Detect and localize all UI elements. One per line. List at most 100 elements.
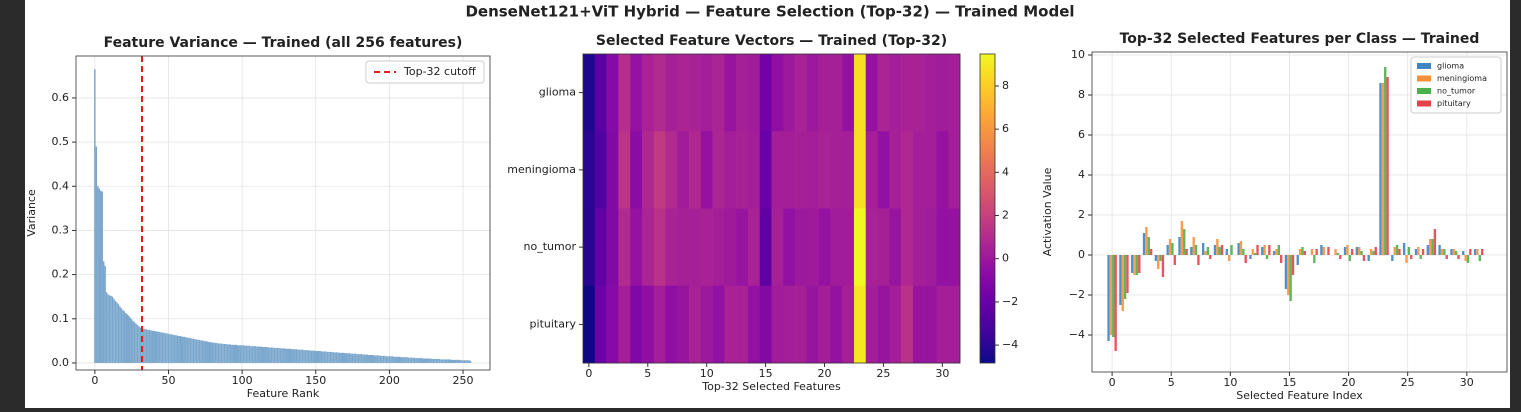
bar	[301, 349, 304, 363]
bar	[150, 330, 152, 363]
heatmap-cell	[677, 208, 690, 287]
bar	[396, 356, 398, 363]
bar	[1251, 249, 1254, 255]
bar	[338, 352, 341, 363]
heatmap-cell	[665, 131, 678, 209]
bar	[1154, 255, 1158, 261]
bar	[1464, 255, 1467, 261]
bar	[1178, 237, 1181, 255]
bar	[173, 335, 176, 363]
heatmap-cell	[653, 285, 666, 364]
bar	[319, 351, 321, 363]
y-tick-label: 0.1	[52, 312, 70, 325]
bar	[425, 358, 427, 363]
bar	[1358, 247, 1361, 255]
bar	[119, 306, 121, 363]
bar	[1381, 83, 1385, 255]
bar	[295, 349, 298, 363]
heatmap-cell	[865, 285, 878, 364]
bar	[200, 340, 202, 363]
bar	[1291, 255, 1295, 275]
bar	[317, 351, 320, 363]
bar	[1171, 243, 1174, 255]
bar	[263, 347, 265, 363]
bar	[363, 354, 366, 363]
heatmap-cell	[783, 285, 796, 364]
bar	[129, 317, 131, 363]
bar	[107, 294, 109, 363]
bar	[130, 319, 133, 363]
axes-frame	[75, 55, 491, 371]
bar	[456, 359, 458, 363]
heatmap-cell	[842, 285, 855, 364]
bar	[388, 356, 391, 363]
bar	[262, 347, 264, 363]
bar	[1374, 247, 1377, 255]
legend-swatch	[1417, 100, 1431, 107]
x-tick-label: 30	[1460, 376, 1474, 389]
bar	[276, 347, 279, 363]
bar	[1225, 249, 1228, 255]
bar	[1419, 255, 1422, 259]
heatmap-cell	[936, 131, 949, 209]
bar	[1121, 255, 1124, 311]
bar	[337, 352, 339, 363]
bar	[438, 358, 441, 363]
y-tick-label: −2	[1069, 288, 1085, 301]
bar	[1261, 247, 1264, 255]
heatmap-cell	[700, 285, 713, 364]
heatmap-cell	[736, 208, 749, 287]
bar	[1149, 249, 1153, 255]
bar	[287, 348, 289, 363]
heatmap-cell	[677, 54, 690, 132]
heatmap-cell	[912, 54, 925, 132]
heatmap-cell	[842, 54, 855, 132]
heatmap-cell	[747, 285, 761, 364]
legend-box	[365, 60, 485, 84]
bar	[267, 347, 270, 363]
bar	[454, 359, 457, 363]
bar	[351, 353, 354, 363]
bar	[1322, 247, 1325, 255]
bar	[428, 358, 430, 363]
bar	[266, 347, 268, 363]
bar	[250, 346, 252, 363]
bar	[1350, 249, 1354, 255]
bar	[1159, 255, 1162, 261]
bar	[432, 358, 435, 363]
bar	[123, 311, 126, 363]
bar	[216, 343, 218, 363]
heatmap-cell	[736, 54, 749, 132]
bar	[312, 350, 314, 363]
bar	[468, 360, 470, 363]
heatmap-cell	[924, 131, 937, 209]
heatmap-cell	[653, 208, 666, 287]
bar	[97, 186, 99, 363]
heatmap-cell	[677, 131, 690, 209]
heatmap-cell	[901, 54, 914, 132]
bar	[161, 332, 164, 363]
bar	[401, 357, 404, 363]
bar	[366, 354, 369, 363]
bar	[228, 344, 230, 363]
bar	[1284, 255, 1288, 289]
bar	[260, 346, 263, 363]
bar	[169, 334, 171, 363]
bar	[1242, 249, 1245, 255]
bar	[1355, 247, 1359, 255]
bar	[111, 296, 114, 363]
bar	[126, 314, 128, 363]
colorbar-tick-label: −4	[1002, 338, 1018, 351]
bar	[1343, 247, 1347, 255]
bar	[1185, 249, 1188, 255]
bar	[208, 342, 211, 363]
heatmap-cell	[712, 54, 725, 132]
bar	[1142, 233, 1146, 255]
bar	[222, 343, 224, 363]
heatmap-cell	[700, 208, 713, 287]
legend-swatch	[1417, 75, 1431, 82]
bar	[1138, 255, 1141, 273]
bar	[110, 295, 112, 363]
bar	[294, 349, 296, 363]
